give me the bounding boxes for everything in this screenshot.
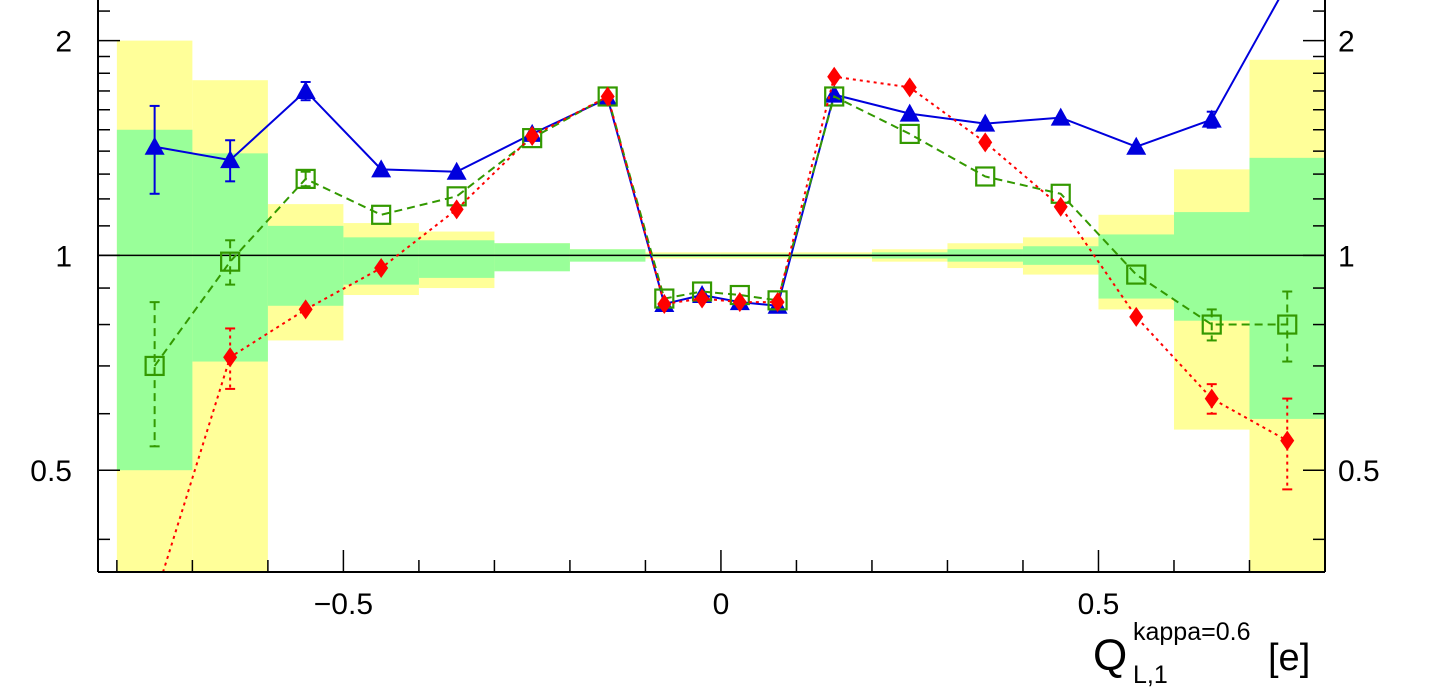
inner-band-bin (418, 240, 495, 278)
data-point (446, 161, 467, 180)
data-point (899, 123, 920, 145)
data-point (824, 86, 845, 107)
data-point (295, 80, 316, 99)
data-point (525, 126, 540, 147)
data-point (975, 113, 996, 132)
data-point (695, 288, 710, 309)
data-point (220, 150, 241, 169)
data-point (1129, 306, 1144, 327)
inner-band-bin (494, 243, 570, 272)
data-point (899, 103, 920, 122)
data-series (144, 0, 1298, 609)
series-line (154, 0, 1280, 307)
data-point (223, 347, 238, 368)
data-point (902, 77, 917, 98)
series-line (162, 75, 1288, 572)
data-point (1201, 314, 1222, 335)
data-point (975, 166, 996, 187)
data-point (371, 204, 392, 225)
data-point (1126, 136, 1147, 155)
data-point (220, 251, 241, 272)
tick-labels: −0.5 0 0.5 0.5 0.5 1 1 2 2 (30, 26, 1379, 621)
x-axis-title-subscript: L,1 (1133, 661, 1168, 689)
data-point (1050, 107, 1071, 126)
data-point (298, 299, 313, 320)
inner-band-bin (1173, 212, 1250, 321)
y-tick-label-right: 1 (1338, 240, 1355, 273)
x-axis-title-unit: [e] (1268, 637, 1310, 679)
series-2 (148, 66, 1295, 609)
series-line (153, 94, 1288, 367)
uncertainty-bands (116, 40, 1325, 572)
data-point (371, 159, 392, 178)
data-point (295, 168, 316, 190)
inner-band-bin (267, 225, 344, 306)
y-tick-label-left: 2 (55, 26, 72, 59)
data-point (148, 589, 162, 609)
data-point (978, 132, 993, 153)
x-tick-label: 0.5 (1078, 588, 1120, 621)
data-point (374, 258, 389, 279)
data-point (600, 86, 615, 107)
data-point (144, 355, 165, 377)
data-point (1204, 388, 1219, 409)
data-point (1053, 196, 1068, 217)
x-tick-label: 0 (713, 588, 730, 621)
x-axis-title: Q kappa=0.6 L,1 [e] (1093, 618, 1310, 689)
y-tick-label-left: 0.5 (30, 455, 72, 488)
data-point (449, 199, 464, 220)
data-point (1277, 314, 1298, 335)
data-point (1280, 430, 1295, 451)
y-tick-label-left: 1 (55, 240, 72, 273)
data-point (144, 136, 165, 155)
data-point (1126, 264, 1147, 285)
x-axis-title-base: Q (1093, 631, 1127, 680)
x-axis-title-superscript: kappa=0.6 (1133, 618, 1250, 646)
y-tick-label-right: 0.5 (1338, 455, 1380, 488)
inner-band-bin (1249, 157, 1325, 419)
x-tick-label: −0.5 (314, 588, 373, 621)
data-point (1201, 109, 1222, 128)
y-tick-label-right: 2 (1338, 26, 1355, 59)
data-point (827, 66, 842, 87)
data-point (732, 292, 747, 313)
axis-ticks (98, 10, 1326, 572)
data-point (657, 293, 672, 314)
plot-frame (97, 0, 1326, 573)
data-point (770, 292, 785, 313)
